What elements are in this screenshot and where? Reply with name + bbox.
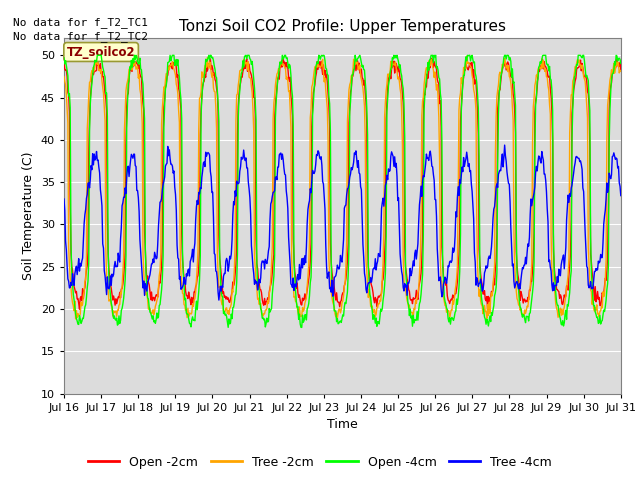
Text: No data for f_T2_TC1: No data for f_T2_TC1 [13,17,148,28]
X-axis label: Time: Time [327,418,358,431]
Y-axis label: Soil Temperature (C): Soil Temperature (C) [22,152,35,280]
Text: No data for f_T2_TC2: No data for f_T2_TC2 [13,31,148,42]
Text: TZ_soilco2: TZ_soilco2 [67,46,136,59]
Legend: Open -2cm, Tree -2cm, Open -4cm, Tree -4cm: Open -2cm, Tree -2cm, Open -4cm, Tree -4… [83,451,557,474]
Title: Tonzi Soil CO2 Profile: Upper Temperatures: Tonzi Soil CO2 Profile: Upper Temperatur… [179,20,506,35]
